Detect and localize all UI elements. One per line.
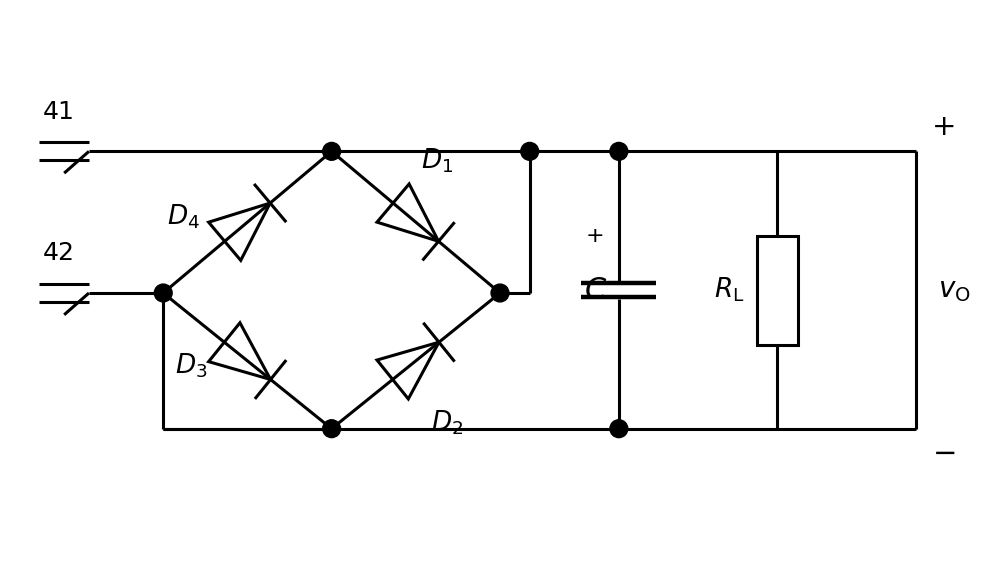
- Text: $D_4$: $D_4$: [167, 203, 200, 232]
- Text: $C$: $C$: [584, 274, 607, 305]
- Circle shape: [610, 142, 628, 160]
- Circle shape: [610, 420, 628, 438]
- Text: +: +: [931, 113, 956, 142]
- Circle shape: [521, 142, 539, 160]
- Text: $R_{\mathrm{L}}$: $R_{\mathrm{L}}$: [714, 276, 745, 304]
- Text: 41: 41: [42, 99, 74, 123]
- Text: $D_2$: $D_2$: [431, 408, 463, 437]
- Text: $v_{\rm O}$: $v_{\rm O}$: [938, 277, 970, 304]
- Text: +: +: [585, 226, 604, 246]
- Circle shape: [323, 142, 341, 160]
- Circle shape: [154, 284, 172, 302]
- Bar: [757, 236, 798, 345]
- Text: $-$: $-$: [932, 439, 955, 467]
- Text: $D_3$: $D_3$: [175, 352, 208, 380]
- Text: $D_1$: $D_1$: [421, 146, 453, 175]
- Circle shape: [323, 420, 341, 438]
- Text: 42: 42: [42, 241, 74, 265]
- Circle shape: [491, 284, 509, 302]
